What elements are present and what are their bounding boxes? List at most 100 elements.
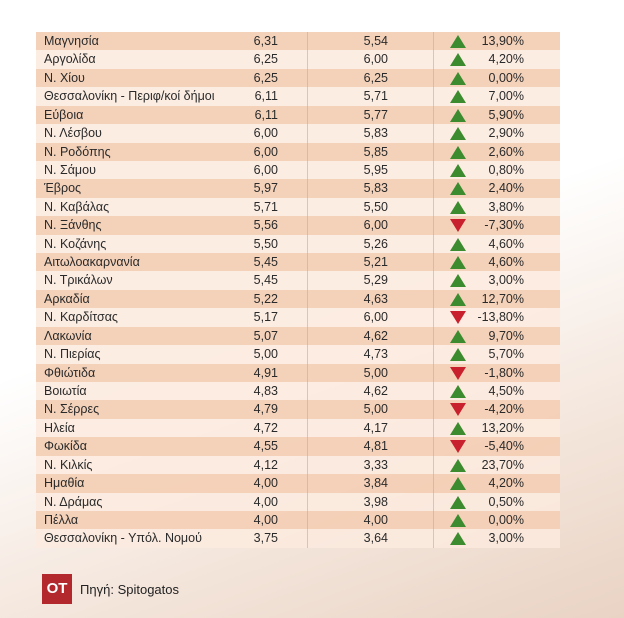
change-percent: 4,20%: [488, 52, 524, 67]
region-name: Πέλλα: [44, 512, 79, 527]
region-name: Ηλεία: [44, 420, 75, 435]
region-name: Βοιωτία: [44, 384, 87, 399]
column-separator: [433, 400, 434, 419]
region-name: Έβρος: [44, 181, 82, 196]
arrow-down: [450, 403, 466, 417]
column-separator: [307, 326, 308, 346]
table-row: Εύβοια 6,11 5,77 5,90%: [36, 105, 560, 125]
table-row: Αρκαδία 5,22 4,63 12,70%: [36, 289, 560, 309]
price-previous: 5,21: [363, 255, 388, 270]
table-row: Ν. Λέσβου 6,00 5,83 2,90%: [36, 124, 560, 143]
price-current: 5,22: [253, 291, 278, 306]
column-separator: [433, 382, 434, 401]
table-row: Ημαθία 4,00 3,84 4,20%: [36, 474, 560, 493]
column-separator: [433, 271, 434, 290]
change-percent: 2,40%: [488, 181, 524, 196]
table-row: Αιτωλοακαρνανία 5,45 5,21 4,60%: [36, 253, 560, 272]
price-current: 4,00: [253, 476, 278, 491]
change-percent: 0,00%: [488, 70, 524, 85]
change-percent: 4,50%: [488, 384, 524, 399]
column-separator: [307, 216, 308, 235]
price-previous: 6,00: [363, 52, 388, 67]
region-name: Ν. Σάμου: [44, 162, 96, 177]
column-separator: [433, 455, 434, 475]
column-separator: [307, 474, 308, 493]
column-separator: [307, 50, 308, 69]
table-row: Ν. Σέρρες 4,79 5,00 -4,20%: [36, 400, 560, 419]
table-row: Ν. Καρδίτσας 5,17 6,00 -13,80%: [36, 308, 560, 327]
region-name: Ν. Δράμας: [44, 494, 103, 509]
table-row: Φωκίδα 4,55 4,81 -5,40%: [36, 437, 560, 456]
price-previous: 5,54: [363, 34, 388, 48]
arrow-up: [450, 458, 466, 472]
table-row: Ν. Δράμας 4,00 3,98 0,50%: [36, 492, 560, 511]
region-name: Ν. Κοζάνης: [44, 236, 107, 251]
column-separator: [307, 289, 308, 309]
table-row: Φθιώτιδα 4,91 5,00 -1,80%: [36, 363, 560, 383]
arrow-up: [450, 200, 466, 214]
arrow-up: [450, 90, 466, 104]
price-current: 6,00: [253, 162, 278, 177]
column-separator: [433, 437, 434, 456]
price-previous: 5,29: [363, 273, 388, 288]
source: Πηγή: Spitogatos: [80, 582, 180, 597]
price-current: 3,75: [253, 531, 278, 546]
table-row: Ν. Σάμου 6,00 5,95 0,80%: [36, 160, 560, 180]
column-separator: [307, 32, 308, 51]
column-separator: [307, 105, 308, 125]
column-separator: [307, 234, 308, 254]
price-previous: 5,00: [363, 402, 388, 417]
table-row: Ν. Τρικάλων 5,45 5,29 3,00%: [36, 271, 560, 290]
column-separator: [433, 363, 434, 383]
column-separator: [433, 418, 434, 438]
price-previous: 6,25: [363, 70, 388, 85]
column-separator: [433, 492, 434, 511]
price-previous: 4,63: [363, 291, 388, 306]
arrow-up: [450, 532, 466, 546]
price-current: 6,25: [253, 70, 278, 85]
price-previous: 4,62: [363, 384, 388, 399]
table-row: Έβρος 5,97 5,83 2,40%: [36, 179, 560, 198]
price-current: 6,31: [253, 34, 278, 48]
price-previous: 3,64: [363, 531, 388, 546]
region-name: Ν. Χίου: [44, 70, 85, 85]
column-separator: [307, 382, 308, 401]
table-row: Ν. Ροδόπης 6,00 5,85 2,60%: [36, 142, 560, 161]
table-row: Λακωνία 5,07 4,62 9,70%: [36, 326, 560, 346]
price-current: 4,79: [253, 402, 278, 417]
column-separator: [433, 179, 434, 198]
table-row: Αργολίδα 6,25 6,00 4,20%: [36, 50, 560, 69]
table-row: Ν. Ξάνθης 5,56 6,00 -7,30%: [36, 216, 560, 235]
arrow-down: [450, 366, 466, 380]
arrow-up: [450, 108, 466, 122]
region-name: Ν. Ξάνθης: [44, 218, 102, 233]
region-name: Ημαθία: [44, 476, 85, 491]
price-current: 5,00: [253, 347, 278, 362]
price-previous: 5,77: [363, 107, 388, 122]
price-current: 5,97: [253, 181, 278, 196]
column-separator: [307, 124, 308, 143]
change-percent: 13,20%: [481, 420, 524, 435]
region-name: Ν. Κιλκίς: [44, 457, 93, 472]
change-percent: 0,80%: [488, 162, 524, 177]
arrow-down: [450, 219, 466, 233]
price-previous: 5,83: [363, 126, 388, 141]
column-separator: [433, 234, 434, 254]
arrow-up: [450, 71, 466, 85]
price-current: 6,00: [253, 144, 278, 159]
price-previous: 4,00: [363, 512, 388, 527]
price-current: 5,45: [253, 273, 278, 288]
price-previous: 4,81: [363, 439, 388, 454]
column-separator: [433, 105, 434, 125]
price-previous: 3,98: [363, 494, 388, 509]
price-current: 4,72: [253, 420, 278, 435]
table: Μαγνησία 6,31 5,54 13,90% Αργολίδα 6,25 6,00 4,…: [36, 32, 560, 548]
price-previous: 6,00: [363, 218, 388, 233]
table-row: Ν. Κοζάνης 5,50 5,26 4,60%: [36, 234, 560, 254]
region-name: Ν. Τρικάλων: [44, 273, 113, 288]
column-separator: [433, 50, 434, 69]
arrow-up: [450, 477, 466, 491]
region-name: Αιτωλοακαρνανία: [44, 255, 140, 270]
column-separator: [433, 160, 434, 180]
